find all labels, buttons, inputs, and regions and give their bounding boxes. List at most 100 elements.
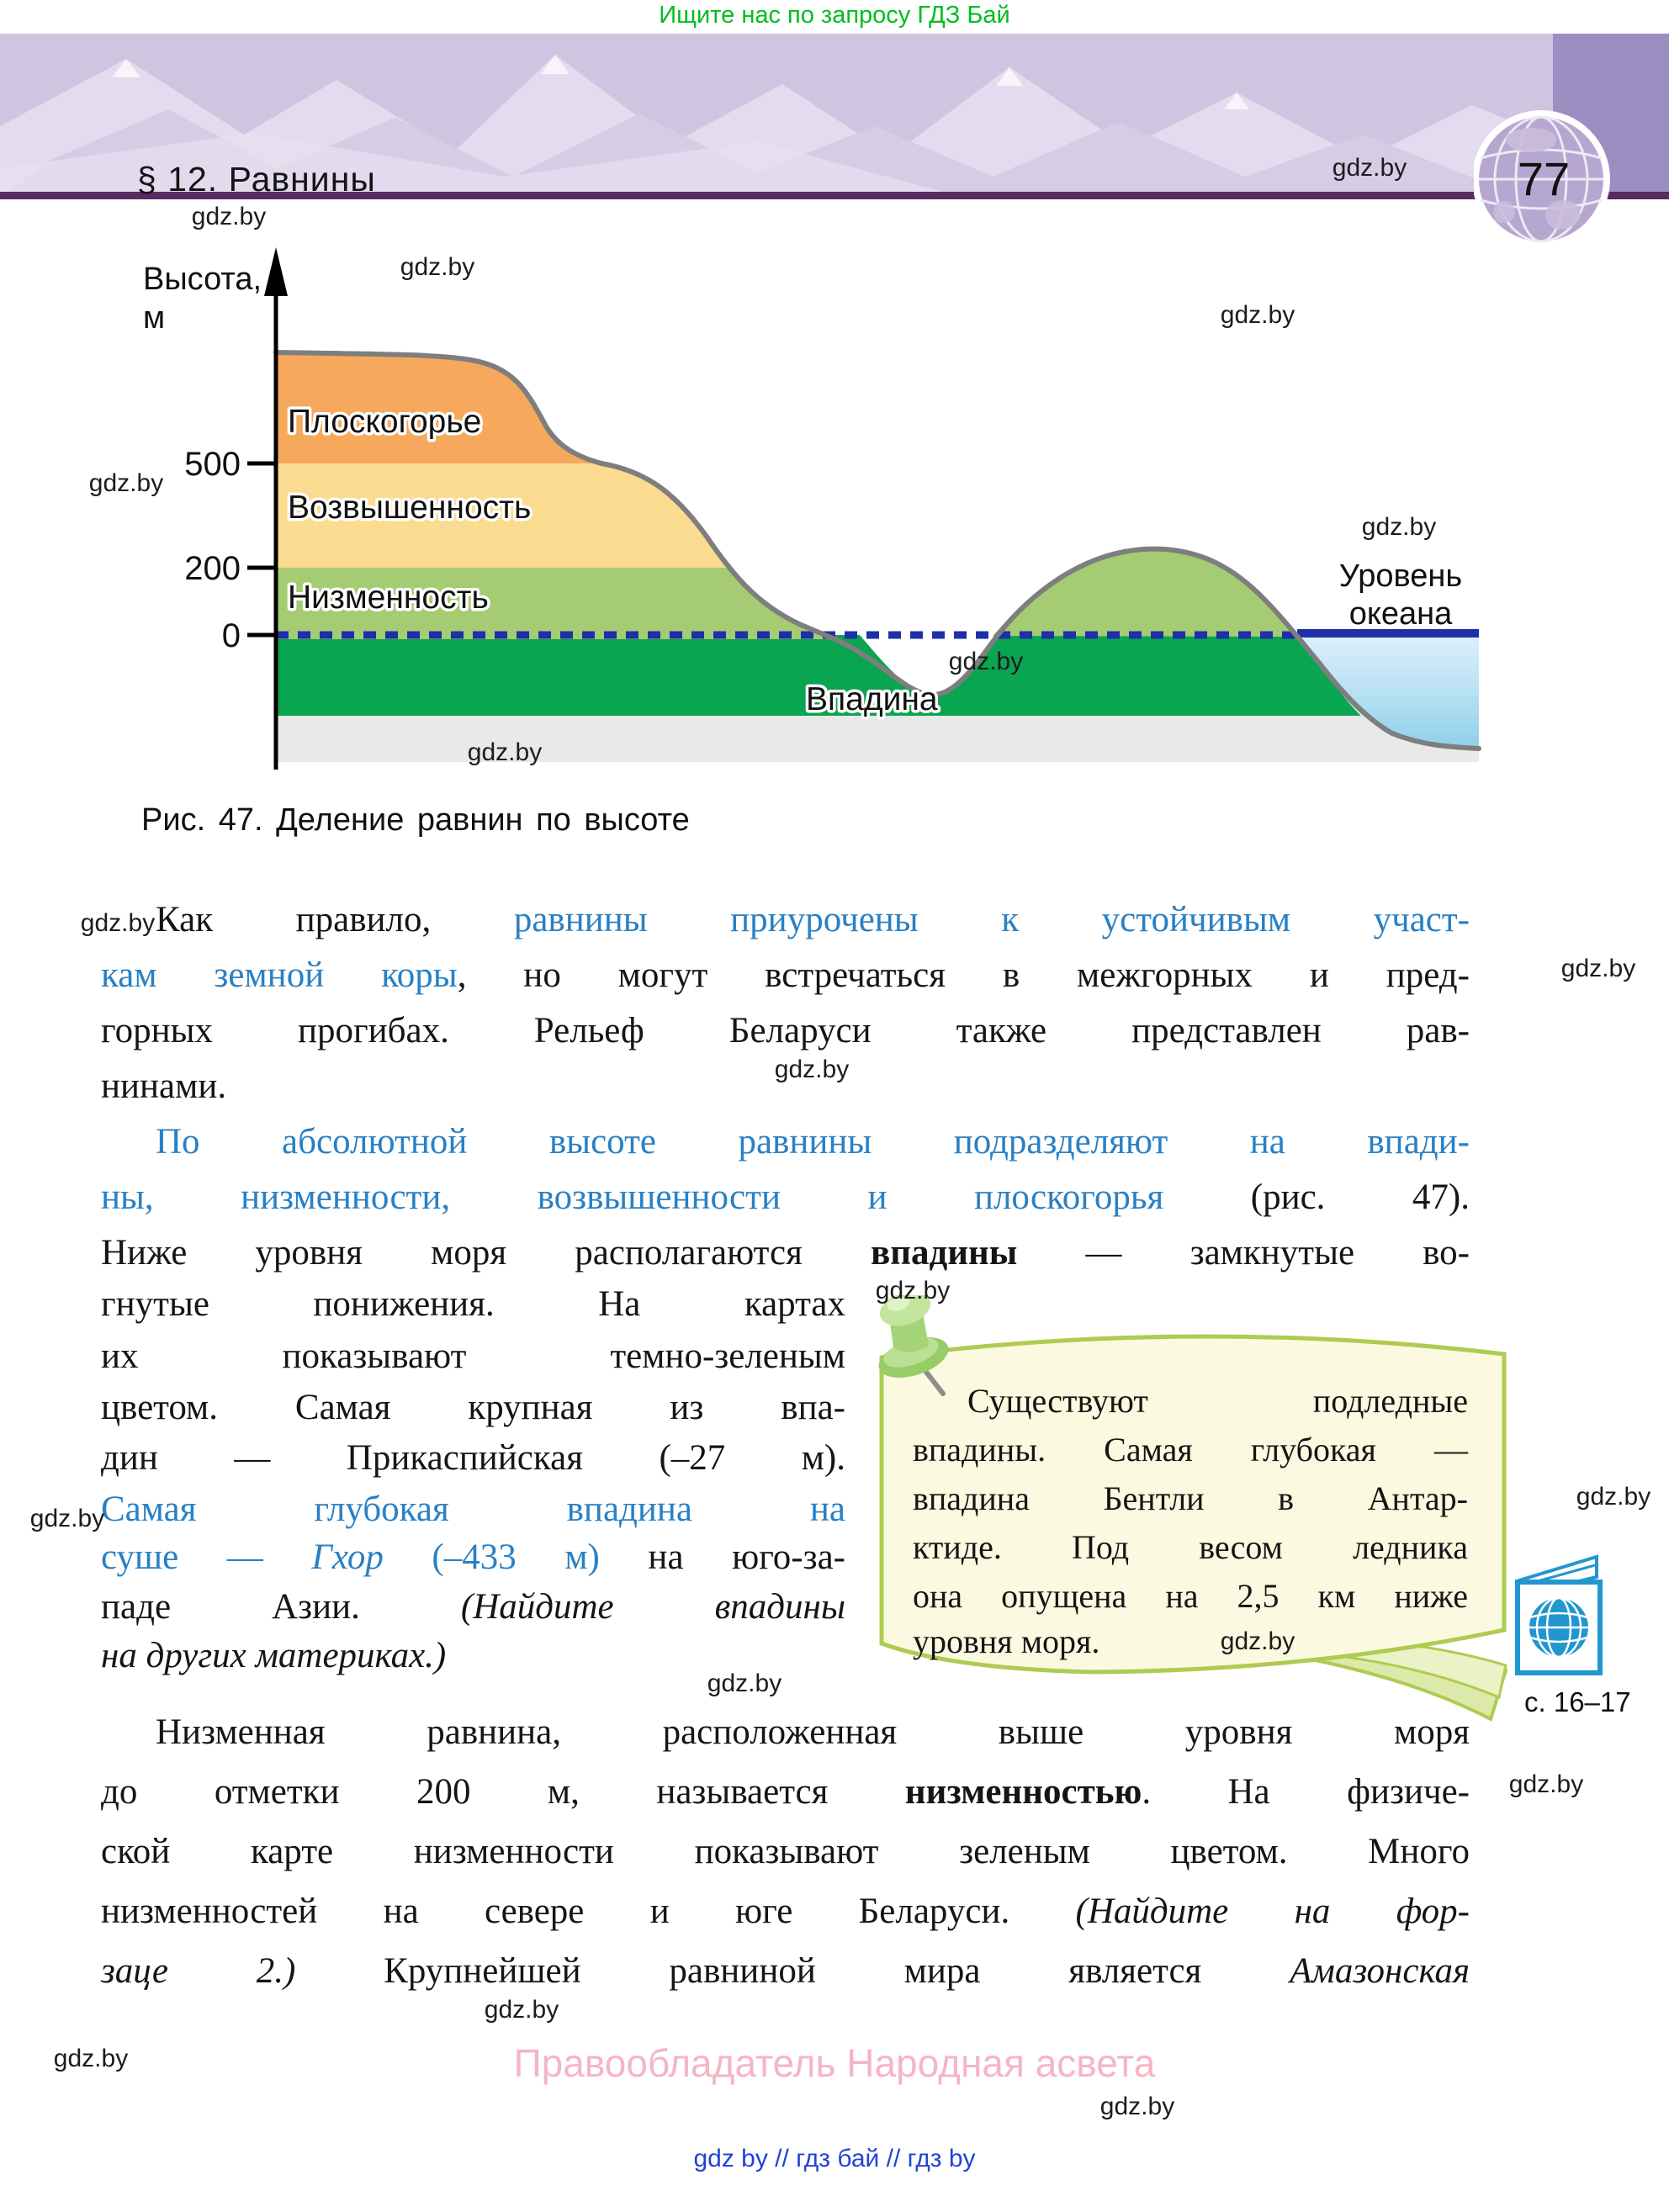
note-line-segment: уровня моря. <box>913 1622 1100 1660</box>
terrain-curve <box>273 350 1481 751</box>
text-line: паде Азии. (Найдите впадины <box>101 1581 845 1633</box>
atlas-page-reference: с. 16–17 <box>1524 1686 1631 1717</box>
text-line: По абсолютной высоте равнины подразделяю… <box>156 1116 1470 1168</box>
label-plateau: Плоскогорье <box>288 404 481 440</box>
text-line-segment: (Найдите впадины <box>460 1587 846 1627</box>
atlas-book-icon <box>1515 1554 1603 1675</box>
gdzby-watermark: gdz.by <box>1361 513 1437 541</box>
text-line-segment: Как правило, <box>156 900 514 939</box>
text-line: нинами. <box>101 1061 1470 1113</box>
text-line-segment: Амазонская <box>1290 1951 1470 1991</box>
text-line-segment: на юго-за- <box>599 1537 846 1577</box>
pushpin-icon <box>878 1295 949 1396</box>
text-line-segment: Гхор <box>311 1537 384 1577</box>
text-line-segment: ны, низменности, возвышенности и плоског… <box>101 1177 1164 1217</box>
text-line-segment: нинами. <box>101 1066 227 1106</box>
depression-dip <box>860 635 998 696</box>
gdzby-watermark: gdz.by <box>53 2045 129 2072</box>
figure-elevation-diagram: Высота, м 500 200 0 Плоскогорье Возвышен… <box>143 247 1481 770</box>
text-line: Низменная равнина, расположенная выше ур… <box>156 1707 1470 1759</box>
text-line-segment: Низменная равнина, расположенная выше ур… <box>156 1712 1470 1752</box>
note-line-segment: ктиде. Под весом ледника <box>913 1528 1468 1566</box>
gdzby-watermark: gdz.by <box>1332 154 1407 182</box>
gdzby-watermark: gdz.by <box>191 203 267 230</box>
gdzby-watermark: gdz.by <box>400 253 475 281</box>
label-upland: Возвышенность <box>288 489 531 526</box>
gdzby-watermark: gdz.by <box>467 738 543 766</box>
note-line-segment: впадина Бентли в Антар- <box>913 1479 1468 1517</box>
label-depression: Впадина <box>806 681 938 717</box>
gdzby-watermark: gdz.by <box>1560 955 1636 982</box>
text-line-segment: дин — Прикаспийская (–27 м). <box>101 1438 845 1478</box>
text-line: Как правило, равнины приурочены к устойч… <box>156 894 1470 946</box>
text-line-segment: на других материках.) <box>101 1636 447 1675</box>
text-line: гнутые понижения. На картах <box>101 1278 845 1331</box>
note-line: уровня моря. <box>913 1618 1468 1665</box>
gdzby-watermark: gdz.by <box>875 1277 951 1304</box>
hill-fill <box>993 548 1301 637</box>
text-line-segment: (–433 м) <box>383 1537 600 1577</box>
banner-divider-line <box>0 192 1669 199</box>
text-line: дин — Прикаспийская (–27 м). <box>101 1432 845 1484</box>
note-line: впадина Бентли в Антар- <box>913 1475 1468 1522</box>
text-line-segment: . На физиче- <box>1142 1772 1470 1812</box>
gdzby-watermark: gdz.by <box>484 1996 559 2024</box>
note-line-segment: Существуют подледные <box>967 1382 1468 1420</box>
text-line-segment: — замкнутые во- <box>1017 1233 1470 1273</box>
note-line-segment: она опущена на 2,5 км ниже <box>913 1577 1468 1615</box>
figure-caption: Рис. 47. Деление равнин по высоте <box>141 802 690 838</box>
sea-level-label-2: океана <box>1349 596 1453 632</box>
text-line: суше — Гхор (–433 м) на юго-за- <box>101 1532 845 1584</box>
text-line: их показывают темно-зеленым <box>101 1331 845 1383</box>
text-line: цветом. Самая крупная из впа- <box>101 1382 845 1434</box>
note-line: Существуют подледные <box>967 1378 1468 1425</box>
gdzby-watermark: gdz.by <box>1576 1483 1651 1511</box>
text-line-segment: впадины <box>870 1233 1018 1273</box>
gdzby-watermark: gdz.by <box>1508 1770 1584 1798</box>
tick-label-0: 0 <box>222 617 241 654</box>
text-line: ны, низменности, возвышенности и плоског… <box>101 1172 1470 1224</box>
copyright-notice: Правообладатель Народная асвета <box>513 2041 1156 2085</box>
axis-title-2: м <box>143 300 165 336</box>
text-line: низменностей на севере и юге Беларуси. (… <box>101 1886 1470 1938</box>
promo-text: Ищите нас по запросу ГДЗ Бай <box>659 2 1010 29</box>
axis-title-1: Высота, <box>143 262 262 297</box>
text-line: Самая глубокая впадина на <box>101 1484 845 1536</box>
tick-label-200: 200 <box>184 550 241 587</box>
text-line-segment: низменностью <box>904 1772 1142 1812</box>
text-line-segment: гнутые понижения. На картах <box>101 1284 845 1324</box>
text-line-segment: (рис. 47). <box>1163 1177 1470 1217</box>
text-line-segment: (Найдите на фор- <box>1075 1892 1470 1931</box>
text-line-segment: Ниже уровня моря располагаются <box>101 1233 871 1273</box>
text-line-segment: заце 2.) <box>101 1951 296 1991</box>
text-line-segment: низменностей на севере и юге Беларуси. <box>101 1892 1076 1931</box>
note-box <box>878 1295 1508 1722</box>
gdzby-watermark: gdz.by <box>1099 2093 1175 2120</box>
text-line-segment: кам земной коры <box>101 955 458 995</box>
gdzby-watermark: gdz.by <box>88 469 164 497</box>
text-line: кам земной коры, но могут встречаться в … <box>101 950 1470 1002</box>
text-line-segment: ской карте низменности показывают зелены… <box>101 1832 1470 1871</box>
text-line-segment: Самая глубокая впадина на <box>101 1490 845 1529</box>
text-line-segment: цветом. Самая крупная из впа- <box>101 1388 845 1427</box>
gdzby-watermark: gdz.by <box>1220 1627 1295 1655</box>
text-line-segment: , но могут встречаться в межгорных и пре… <box>457 955 1470 995</box>
section-title: § 12. Равнины <box>137 160 376 198</box>
text-line-segment: Крупнейшей равниной мира является <box>295 1951 1290 1991</box>
diagram-base-layer <box>276 716 1479 762</box>
gdzby-watermark: gdz.by <box>1220 301 1295 329</box>
tick-label-500: 500 <box>184 446 241 483</box>
text-line: горных прогибах. Рельеф Беларуси также п… <box>101 1005 1470 1057</box>
page-number-globe-icon: 77 <box>1474 110 1610 248</box>
footer-links[interactable]: gdz by // гдз бай // гдз by <box>693 2145 976 2172</box>
note-line-segment: впадины. Самая глубокая — <box>913 1431 1468 1468</box>
text-line-segment: равнины приурочены к устойчивым участ- <box>513 900 1470 939</box>
text-line-segment: По абсолютной высоте равнины подразделяю… <box>156 1122 1470 1162</box>
note-card <box>879 1334 1507 1675</box>
text-line: на других материках.) <box>101 1630 845 1682</box>
ocean-water <box>1301 637 1479 748</box>
gdzby-watermark: gdz.by <box>707 1670 782 1697</box>
note-line: она опущена на 2,5 км ниже <box>913 1573 1468 1620</box>
sea-level-label-1: Уровень <box>1339 558 1462 594</box>
